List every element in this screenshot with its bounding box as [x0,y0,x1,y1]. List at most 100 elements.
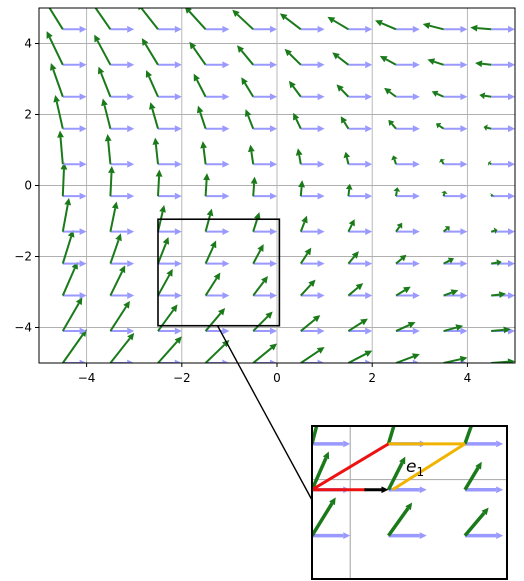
blue-arrow-10-6-head [365,25,373,33]
green-arrow-3-8-shaft [443,259,450,265]
green-arrow-1-5-head [312,315,321,323]
blue-arrow-5-0-head [79,192,87,200]
inset-green-arrow-0-2-shaft [463,426,474,445]
blue-arrow-5-8 [443,192,468,200]
blue-arrow-3-2-head [174,260,182,267]
blue-arrow-7-4 [253,125,277,133]
blue-arrow-7-0-head [79,125,87,133]
green-arrow-9-0-head [46,31,53,39]
green-arrow-1-4-shaft [252,315,269,332]
green-arrow-10-4 [232,9,254,31]
green-arrow-9-5-head [284,48,292,57]
green-arrow-1-6 [347,318,368,332]
blue-arrow-4-1-head [127,228,135,236]
green-arrow-6-3-head [200,141,207,149]
blue-arrow-9-6 [348,61,373,69]
green-arrow-6-3-shaft [202,147,207,165]
green-arrow-8-9 [479,92,492,100]
green-arrow-5-9 [489,193,495,198]
inset-green-arrow-0-1-shaft [386,426,396,445]
green-arrow-3-7-shaft [395,257,403,265]
green-arrow-7-1 [101,98,112,129]
green-arrow-10-5 [279,13,302,31]
green-arrow-6-8-head [439,158,446,163]
blue-arrow-6-4-head [270,160,277,168]
green-arrow-4-7-head [396,222,403,229]
green-arrow-5-8-head [441,190,448,195]
green-arrow-2-8 [443,289,459,297]
blue-arrow-4-7-head [412,228,420,236]
blue-arrow-2-7 [396,292,420,299]
green-arrow-9-1-head [94,34,101,43]
green-arrow-6-2-head [152,137,160,145]
blue-arrow-0-0-head [79,359,87,363]
blue-arrow-4-5-head [317,228,325,236]
green-arrow-5-8-shaft [442,192,446,197]
blue-arrow-5-6 [348,192,373,200]
green-arrow-3-5-head [304,247,312,256]
blue-arrow-10-3 [205,25,230,33]
blue-arrow-6-4 [253,160,277,168]
blue-arrow-9-8 [443,61,468,69]
green-arrow-6-0-shaft [59,137,64,165]
e1-vector-arrow-head [381,486,389,494]
blue-arrow-0-5 [300,359,325,363]
green-arrow-5-3-head [203,173,210,181]
green-arrow-0-5 [300,347,325,363]
green-arrow-4-5 [299,215,308,233]
blue-arrow-1-7-head [412,327,420,335]
green-arrow-4-5-shaft [299,221,306,233]
green-arrow-4-6 [347,219,355,233]
green-arrow-1-9 [491,326,511,334]
blue-arrow-6-2 [158,160,182,168]
green-arrow-7-8 [435,122,445,130]
blue-arrow-2-8-head [460,292,468,299]
green-arrow-6-2-shaft [154,144,159,165]
green-arrow-8-4-head [241,77,248,85]
blue-arrow-2-1 [110,292,135,299]
green-arrow-10-2 [138,8,159,30]
green-arrow-1-9-head [503,326,511,334]
blue-arrow-8-7-head [412,93,420,101]
blue-arrow-9-5-head [317,61,325,69]
blue-arrow-6-2-head [174,160,182,168]
green-arrow-10-0-shaft [48,8,64,30]
green-arrow-1-2-head [170,304,178,313]
green-arrow-3-1-head [115,233,122,242]
green-arrow-7-2-head [149,102,156,110]
blue-arrow-4-6 [348,228,373,236]
green-arrow-9-3 [189,41,207,66]
blue-arrow-2-9-head [508,292,515,299]
green-arrow-3-5-shaft [299,252,309,265]
blue-arrow-7-3-head [222,125,230,133]
green-arrow-10-3 [185,8,207,30]
green-arrow-5-5 [298,180,305,197]
green-arrow-3-6-shaft [347,255,356,265]
blue-arrow-6-3-head [222,160,230,168]
blue-arrow-1-0 [62,327,87,335]
green-arrow-9-5-shaft [288,53,302,66]
green-arrow-9-7 [379,55,397,66]
green-arrow-10-3-shaft [188,10,207,30]
green-arrow-3-8-head [447,257,455,264]
inset-green-arrow-0-2 [463,426,474,445]
green-arrow-7-7-head [388,119,395,127]
green-arrow-1-0 [61,297,83,332]
blue-arrow-4-5 [300,228,325,236]
blue-arrow-3-7-head [412,260,420,267]
green-arrow-4-8 [442,226,450,233]
green-arrow-0-3-head [222,339,230,348]
e1-vector-arrow [364,486,389,494]
blue-arrow-9-5 [300,61,325,69]
blue-arrow-0-4 [253,359,277,363]
blue-arrow-5-6-head [365,192,373,200]
green-arrow-1-2 [157,304,178,332]
inset-green-arrow-2-0-shaft [312,502,334,537]
green-arrow-5-1 [108,165,115,197]
inset-magnified-view [311,425,508,580]
green-arrow-6-1-shaft [107,140,112,165]
green-arrow-6-4-shaft [250,151,255,165]
green-arrow-1-1-shaft [109,306,127,332]
green-arrow-9-0-shaft [48,36,64,66]
green-arrow-8-8-head [431,90,439,97]
